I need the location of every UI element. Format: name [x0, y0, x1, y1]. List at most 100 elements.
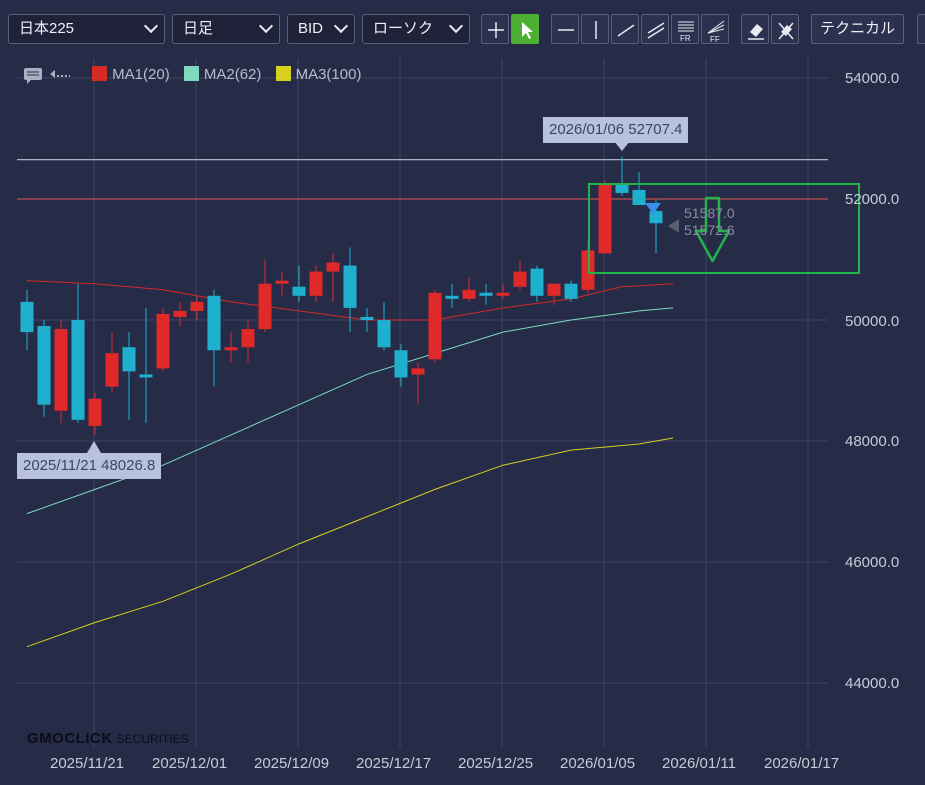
candle	[377, 301, 391, 351]
svg-text:FF: FF	[710, 35, 720, 44]
eraser-button[interactable]	[741, 14, 769, 44]
candle	[105, 332, 119, 393]
x-axis-label: 2025/12/17	[356, 755, 432, 772]
candle	[224, 332, 238, 363]
logo-suffix: SECURITIES	[116, 732, 189, 746]
candle-body	[20, 301, 34, 333]
svg-text:FR: FR	[680, 34, 691, 43]
legend-ma1[interactable]: MA1(20)	[92, 66, 170, 83]
logo-brand: GMOCLICK	[27, 730, 113, 747]
fibonacci-fan-button[interactable]: FF	[701, 14, 729, 44]
pointer-button[interactable]	[511, 14, 539, 44]
x-axis-label: 2025/12/01	[152, 755, 228, 772]
candle-body	[445, 295, 459, 299]
low-callout: 2025/11/21 48026.8	[17, 453, 162, 479]
candle	[394, 344, 408, 387]
fibonacci-retracement-button[interactable]: FR	[671, 14, 699, 44]
chart-toolbar: 日本225 日足 BID ローソク FR FF テクニカル	[0, 0, 925, 58]
vertical-line-button[interactable]	[581, 14, 609, 44]
symbol-value: 日本225	[19, 20, 75, 37]
chevron-down-icon	[333, 18, 349, 34]
candle-body	[275, 280, 289, 284]
candle	[343, 247, 357, 333]
ma3-line	[26, 437, 674, 648]
x-axis-label: 2025/12/09	[254, 755, 330, 772]
price-chart[interactable]	[0, 58, 925, 785]
chart-style-select[interactable]: ローソク	[362, 14, 470, 44]
candle-body	[496, 292, 510, 296]
annotations	[87, 141, 860, 453]
candle	[241, 320, 255, 363]
chevron-down-icon	[258, 18, 274, 34]
candle-body	[598, 183, 612, 254]
candle	[54, 320, 68, 423]
timeframe-value: 日足	[183, 20, 214, 37]
candle-body	[513, 271, 527, 287]
candle	[258, 259, 272, 333]
candle	[275, 271, 289, 296]
candle-body	[105, 353, 119, 387]
parallel-line-button[interactable]	[641, 14, 669, 44]
candle-body	[292, 286, 306, 296]
ma3-label: MA3(100)	[295, 66, 362, 83]
trend-line-button[interactable]	[611, 14, 639, 44]
candle-body	[224, 347, 238, 351]
y-axis-label: 46000.0	[845, 554, 900, 571]
ma1-label: MA1(20)	[112, 66, 170, 83]
candle	[598, 180, 612, 254]
horizontal-line-icon	[558, 29, 574, 31]
candle-body	[190, 301, 204, 311]
candle-body	[343, 265, 357, 308]
y-axis-label: 54000.0	[845, 70, 900, 87]
y-axis-label: 44000.0	[845, 675, 900, 692]
candle	[207, 289, 221, 387]
x-axis-label: 2025/12/25	[458, 755, 534, 772]
candle	[20, 289, 34, 351]
candle	[37, 320, 51, 417]
chart-legend: MA1(20) MA2(62) MA3(100)	[22, 64, 361, 84]
price-type-select[interactable]: BID	[287, 14, 355, 44]
delete-drawing-button[interactable]	[771, 14, 799, 44]
candle	[360, 307, 374, 333]
candle	[326, 253, 340, 302]
candle-body	[649, 211, 663, 224]
candle-body	[156, 313, 170, 369]
candle	[445, 283, 459, 308]
ma2-line	[26, 307, 674, 515]
candle-body	[88, 398, 102, 426]
candle-body	[377, 320, 391, 348]
more-button[interactable]	[917, 14, 925, 44]
candle-body	[428, 292, 442, 360]
ma3-swatch	[275, 66, 291, 81]
candle-body	[173, 310, 187, 317]
ma2-swatch	[183, 66, 199, 81]
legend-ma2[interactable]: MA2(62)	[183, 66, 262, 83]
chevron-down-icon	[143, 18, 159, 34]
ma1-swatch	[92, 66, 108, 81]
price-tag-lower: 51572.6	[684, 222, 735, 238]
candle	[496, 283, 510, 299]
candle	[156, 307, 170, 372]
symbol-select[interactable]: 日本225	[8, 14, 165, 44]
legend-ma3[interactable]: MA3(100)	[275, 66, 362, 83]
candle	[309, 265, 323, 302]
down-arrow-icon	[694, 196, 731, 263]
ma2-label: MA2(62)	[203, 66, 262, 83]
trend-line-icon	[617, 24, 635, 37]
candle	[513, 259, 527, 290]
horizontal-line-button[interactable]	[551, 14, 579, 44]
comment-icon[interactable]	[22, 64, 80, 84]
price-type-value: BID	[298, 20, 324, 37]
timeframe-select[interactable]: 日足	[172, 14, 280, 44]
technical-button[interactable]: テクニカル	[811, 14, 905, 44]
chart-grid	[17, 58, 828, 748]
crosshair-button[interactable]	[481, 14, 509, 44]
callout-pointer	[87, 441, 101, 453]
candle	[615, 156, 629, 196]
candle-body	[207, 295, 221, 351]
y-axis-label: 48000.0	[845, 433, 900, 450]
candle-body	[139, 374, 153, 378]
candle-body	[530, 268, 544, 296]
candle-body	[122, 347, 136, 372]
candle-body	[632, 189, 646, 206]
